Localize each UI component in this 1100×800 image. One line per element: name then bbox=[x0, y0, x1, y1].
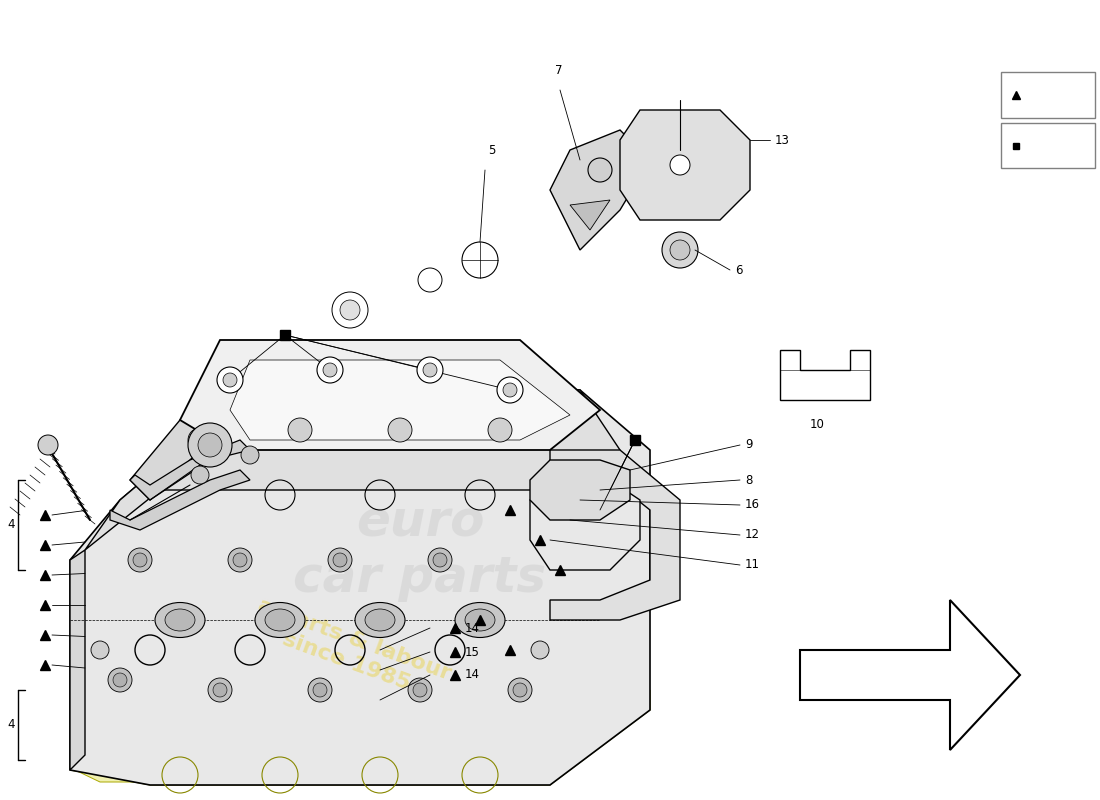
Polygon shape bbox=[70, 690, 650, 785]
Circle shape bbox=[428, 548, 452, 572]
Circle shape bbox=[662, 232, 698, 268]
Text: 12: 12 bbox=[745, 529, 760, 542]
Text: a parts & labour
since 1985: a parts & labour since 1985 bbox=[246, 594, 453, 706]
Text: 6: 6 bbox=[735, 263, 743, 277]
Text: euro
car parts: euro car parts bbox=[294, 498, 547, 602]
Text: 4: 4 bbox=[7, 718, 14, 731]
Circle shape bbox=[488, 418, 512, 442]
Circle shape bbox=[328, 548, 352, 572]
Circle shape bbox=[40, 437, 56, 453]
Text: 7: 7 bbox=[556, 63, 562, 77]
Circle shape bbox=[388, 418, 412, 442]
Polygon shape bbox=[550, 130, 650, 250]
Polygon shape bbox=[530, 460, 630, 520]
Circle shape bbox=[198, 433, 222, 457]
Polygon shape bbox=[75, 705, 630, 782]
Ellipse shape bbox=[255, 602, 305, 638]
Circle shape bbox=[188, 428, 212, 452]
Polygon shape bbox=[85, 390, 620, 550]
Circle shape bbox=[213, 683, 227, 697]
Circle shape bbox=[424, 363, 437, 377]
Circle shape bbox=[531, 641, 549, 659]
Ellipse shape bbox=[365, 609, 395, 631]
Polygon shape bbox=[620, 110, 750, 220]
Text: 16: 16 bbox=[745, 498, 760, 511]
Circle shape bbox=[317, 357, 343, 383]
Circle shape bbox=[188, 423, 232, 467]
Circle shape bbox=[588, 158, 612, 182]
Polygon shape bbox=[550, 450, 680, 620]
Circle shape bbox=[128, 548, 152, 572]
Circle shape bbox=[417, 357, 443, 383]
Polygon shape bbox=[70, 550, 85, 770]
Polygon shape bbox=[70, 390, 650, 785]
Circle shape bbox=[323, 363, 337, 377]
Circle shape bbox=[133, 553, 147, 567]
Text: 11: 11 bbox=[745, 558, 760, 571]
Circle shape bbox=[308, 678, 332, 702]
Text: 9: 9 bbox=[745, 438, 752, 451]
Polygon shape bbox=[530, 480, 640, 570]
Circle shape bbox=[332, 292, 368, 328]
FancyBboxPatch shape bbox=[1001, 122, 1096, 168]
Polygon shape bbox=[130, 370, 250, 500]
Circle shape bbox=[288, 418, 312, 442]
Ellipse shape bbox=[355, 602, 405, 638]
Circle shape bbox=[508, 678, 532, 702]
Circle shape bbox=[241, 446, 258, 464]
Circle shape bbox=[233, 553, 248, 567]
Polygon shape bbox=[130, 440, 250, 500]
Circle shape bbox=[433, 553, 447, 567]
Text: 13: 13 bbox=[776, 134, 790, 146]
Text: = 1: = 1 bbox=[1031, 89, 1052, 102]
Circle shape bbox=[314, 683, 327, 697]
Circle shape bbox=[340, 300, 360, 320]
FancyBboxPatch shape bbox=[1001, 72, 1096, 118]
Ellipse shape bbox=[265, 609, 295, 631]
Circle shape bbox=[670, 155, 690, 175]
Ellipse shape bbox=[165, 609, 195, 631]
Ellipse shape bbox=[465, 609, 495, 631]
Circle shape bbox=[333, 553, 346, 567]
Text: 4: 4 bbox=[7, 518, 14, 531]
Circle shape bbox=[228, 548, 252, 572]
Text: 5: 5 bbox=[488, 143, 495, 157]
Circle shape bbox=[497, 377, 522, 403]
Circle shape bbox=[91, 641, 109, 659]
Circle shape bbox=[408, 678, 432, 702]
Text: 10: 10 bbox=[810, 418, 825, 431]
Circle shape bbox=[418, 268, 442, 292]
Polygon shape bbox=[800, 600, 1020, 750]
Circle shape bbox=[39, 435, 58, 455]
Text: 14: 14 bbox=[465, 622, 480, 634]
Ellipse shape bbox=[455, 602, 505, 638]
Circle shape bbox=[217, 367, 243, 393]
Polygon shape bbox=[110, 470, 250, 530]
Circle shape bbox=[113, 673, 127, 687]
Circle shape bbox=[670, 240, 690, 260]
Circle shape bbox=[412, 683, 427, 697]
Text: 8: 8 bbox=[745, 474, 752, 486]
Polygon shape bbox=[180, 340, 600, 450]
Circle shape bbox=[513, 683, 527, 697]
Text: 15: 15 bbox=[465, 646, 480, 658]
Circle shape bbox=[462, 242, 498, 278]
Text: 14: 14 bbox=[465, 669, 480, 682]
Polygon shape bbox=[570, 200, 611, 230]
Text: = 2: = 2 bbox=[1031, 139, 1052, 152]
Circle shape bbox=[191, 466, 209, 484]
Polygon shape bbox=[230, 360, 570, 440]
Polygon shape bbox=[780, 350, 870, 400]
Circle shape bbox=[108, 668, 132, 692]
Circle shape bbox=[208, 678, 232, 702]
Circle shape bbox=[223, 373, 236, 387]
Circle shape bbox=[503, 383, 517, 397]
Ellipse shape bbox=[155, 602, 205, 638]
